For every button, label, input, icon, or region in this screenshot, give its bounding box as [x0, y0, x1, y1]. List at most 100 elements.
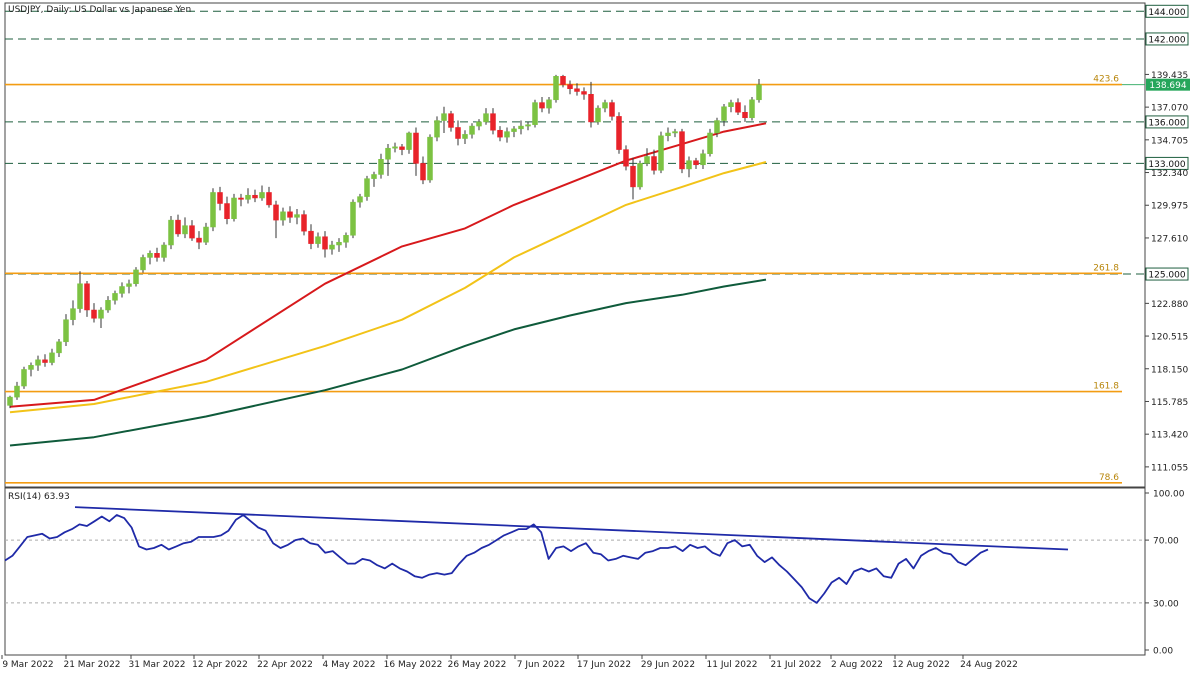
candle-body-31 [224, 203, 230, 219]
candle-body-62 [441, 113, 447, 121]
candle-body-15 [112, 293, 118, 301]
candle-body-16 [119, 286, 125, 294]
candle-body-12 [91, 309, 97, 319]
candle-body-46 [329, 244, 335, 250]
candle-body-85 [602, 102, 608, 109]
time-tick-label-4: 22 Apr 2022 [257, 660, 313, 670]
price-tick-label-15: 113.420 [1151, 431, 1188, 441]
candle-body-49 [350, 201, 356, 236]
price-level-box-6 [1145, 156, 1189, 170]
candle-body-32 [231, 197, 237, 219]
candle-body-69 [490, 113, 496, 131]
candle-body-82 [581, 91, 587, 95]
candle-body-57 [406, 132, 412, 150]
candle-body-44 [315, 236, 321, 244]
price-tick-label-16: 111.055 [1151, 463, 1188, 473]
candle-body-95 [672, 131, 678, 134]
ma-yellow-line [9, 161, 767, 414]
candle-body-63 [448, 113, 454, 128]
price-tick-label-8: 129.975 [1151, 202, 1188, 212]
candle-body-24 [175, 219, 181, 235]
candle-body-107 [756, 84, 762, 101]
current-price-label: 138.694 [1149, 81, 1186, 91]
candle-body-75 [532, 102, 538, 125]
candle-body-91 [644, 156, 650, 164]
candle-body-21 [154, 253, 160, 258]
candle-body-18 [133, 269, 139, 284]
candle-body-77 [546, 99, 552, 109]
candle-body-0 [7, 396, 13, 406]
candle-body-102 [721, 106, 727, 121]
candle-body-60 [427, 136, 433, 181]
fib-label-0: 423.6 [1093, 75, 1119, 85]
time-tick-label-13: 2 Aug 2022 [831, 660, 883, 670]
candle-body-86 [609, 102, 615, 117]
candle-body-28 [203, 226, 209, 243]
current-price-badge [1146, 78, 1190, 91]
candle-body-8 [63, 319, 69, 343]
time-tick-label-6: 16 May 2022 [384, 660, 443, 670]
candle-body-27 [196, 237, 202, 243]
candle-body-93 [658, 135, 664, 171]
candle-body-3 [28, 365, 34, 370]
candle-body-72 [511, 128, 517, 132]
candle-body-104 [735, 102, 741, 113]
candle-body-59 [420, 163, 426, 181]
candle-body-55 [392, 146, 398, 149]
candle-body-92 [651, 156, 657, 171]
candle-body-4 [35, 359, 41, 366]
rsi-trendline [74, 506, 1069, 551]
rsi-panel: 100.00 70.00 30.00 0.00 [4, 490, 1185, 657]
candle-body-50 [357, 196, 363, 203]
price-level-label-0: 144.000 [1148, 8, 1185, 18]
candle-body-68 [483, 113, 489, 123]
candle-body-39 [280, 211, 286, 221]
candle-body-5 [42, 359, 48, 363]
ma-red-line [9, 122, 767, 408]
candle-body-100 [707, 132, 713, 154]
candle-body-99 [700, 153, 706, 166]
rsi-tick-label-2: 30.00 [1153, 599, 1179, 609]
time-tick-label-9: 17 Jun 2022 [577, 660, 631, 670]
candle-body-13 [98, 309, 104, 319]
time-tick-label-2: 31 Mar 2022 [128, 660, 185, 670]
candle-body-42 [301, 214, 307, 232]
candle-body-48 [343, 235, 349, 243]
rsi-tick-label-3: 0.00 [1153, 647, 1173, 657]
candle-body-65 [462, 134, 468, 139]
candle-body-11 [84, 283, 90, 311]
rsi-tick-label-1: 70.00 [1153, 537, 1179, 547]
candle-body-73 [518, 125, 524, 130]
candles [7, 74, 762, 409]
candle-body-90 [637, 163, 643, 188]
candle-body-81 [574, 88, 580, 92]
time-tick-label-14: 12 Aug 2022 [892, 660, 950, 670]
time-tick-label-10: 29 Jun 2022 [641, 660, 695, 670]
candle-body-103 [728, 102, 734, 107]
candle-body-10 [77, 283, 83, 309]
fib-label-3: 78.6 [1099, 473, 1119, 483]
candle-body-6 [49, 352, 55, 363]
price-tick-label-5: 134.705 [1151, 136, 1188, 146]
candle-body-23 [168, 219, 174, 246]
candle-body-96 [679, 131, 685, 170]
candle-body-83 [588, 94, 594, 123]
candle-body-14 [105, 300, 111, 311]
candle-body-41 [294, 214, 300, 218]
price-tick-label-11: 122.880 [1151, 300, 1188, 310]
candle-body-2 [21, 369, 27, 387]
candle-body-80 [567, 84, 573, 89]
candle-body-40 [287, 211, 293, 218]
fib-label-1: 261.8 [1093, 263, 1119, 273]
candle-body-101 [714, 120, 720, 134]
candle-body-45 [322, 236, 328, 250]
candle-body-66 [469, 125, 475, 135]
candle-body-53 [378, 159, 384, 175]
candle-body-29 [210, 192, 216, 228]
candle-body-88 [623, 149, 629, 167]
candle-body-19 [140, 257, 146, 271]
candle-body-9 [70, 308, 76, 320]
